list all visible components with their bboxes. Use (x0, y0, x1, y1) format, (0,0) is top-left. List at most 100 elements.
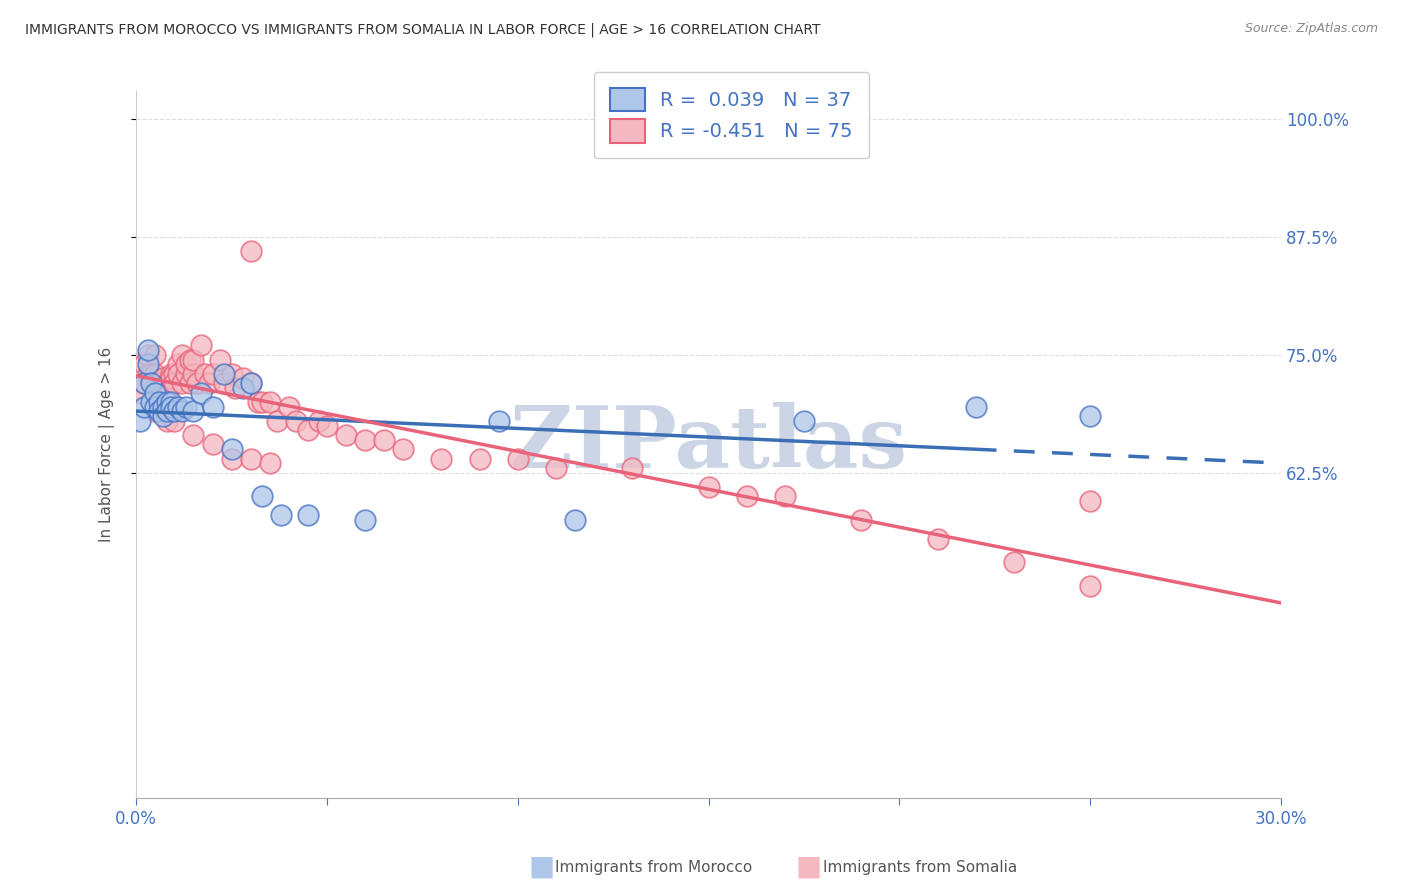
Text: IMMIGRANTS FROM MOROCCO VS IMMIGRANTS FROM SOMALIA IN LABOR FORCE | AGE > 16 COR: IMMIGRANTS FROM MOROCCO VS IMMIGRANTS FR… (25, 22, 821, 37)
Point (159, 371, 181, 385)
Point (179, 352, 201, 367)
Point (1078, 579, 1101, 593)
Point (1002, 555, 1025, 569)
Point (259, 456, 281, 470)
Point (163, 367, 186, 381)
Point (297, 423, 319, 437)
Point (148, 376, 170, 391)
Point (129, 414, 152, 428)
Point (136, 343, 159, 358)
Point (430, 451, 453, 466)
Point (136, 348, 159, 362)
Y-axis label: In Labor Force | Age > 16: In Labor Force | Age > 16 (100, 347, 115, 542)
Point (159, 400, 181, 414)
Point (506, 451, 529, 466)
Point (851, 513, 873, 527)
Point (136, 357, 159, 371)
Point (621, 461, 644, 475)
Point (239, 376, 262, 391)
Point (488, 414, 510, 428)
Point (232, 371, 254, 385)
Point (201, 437, 224, 451)
Point (156, 385, 179, 400)
Point (259, 395, 281, 409)
Point (232, 381, 254, 395)
Point (190, 385, 212, 400)
Text: ■: ■ (529, 853, 554, 881)
Text: ■: ■ (796, 853, 821, 881)
Point (170, 404, 193, 418)
Point (152, 400, 174, 414)
Point (174, 367, 197, 381)
Text: Immigrants from Morocco: Immigrants from Morocco (555, 860, 752, 874)
Point (250, 395, 273, 409)
Point (773, 489, 796, 503)
Point (141, 376, 163, 391)
Point (212, 367, 235, 381)
Point (167, 357, 190, 371)
Text: Immigrants from Somalia: Immigrants from Somalia (823, 860, 1017, 874)
Point (277, 400, 299, 414)
Point (141, 367, 163, 381)
Point (1078, 409, 1101, 424)
Point (927, 532, 949, 546)
Point (308, 414, 330, 428)
Point (143, 400, 166, 414)
Point (167, 367, 190, 381)
Point (373, 433, 395, 447)
Point (239, 451, 262, 466)
Point (194, 367, 217, 381)
Point (697, 480, 720, 494)
Point (239, 376, 262, 391)
Point (170, 376, 193, 391)
Point (468, 451, 491, 466)
Point (224, 381, 246, 395)
Point (129, 385, 152, 400)
Point (247, 395, 270, 409)
Point (297, 508, 319, 523)
Point (201, 367, 224, 381)
Point (159, 395, 181, 409)
Point (152, 409, 174, 424)
Point (316, 418, 339, 433)
Point (186, 376, 208, 391)
Point (163, 376, 186, 391)
Point (156, 376, 179, 391)
Point (221, 451, 243, 466)
Point (170, 348, 193, 362)
Point (221, 367, 243, 381)
Point (793, 414, 815, 428)
Point (174, 400, 197, 414)
Point (221, 442, 243, 457)
Point (143, 367, 166, 381)
Text: ZIPatlas: ZIPatlas (509, 402, 908, 486)
Point (141, 376, 163, 391)
Point (159, 367, 181, 381)
Point (392, 442, 415, 457)
Point (564, 513, 586, 527)
Point (174, 357, 197, 371)
Point (143, 385, 166, 400)
Point (141, 395, 163, 409)
Point (156, 404, 179, 418)
Point (354, 433, 377, 447)
Point (148, 404, 170, 418)
Point (163, 414, 186, 428)
Point (239, 244, 262, 258)
Legend: R =  0.039   N = 37, R = -0.451   N = 75: R = 0.039 N = 37, R = -0.451 N = 75 (595, 72, 869, 159)
Text: Source: ZipAtlas.com: Source: ZipAtlas.com (1244, 22, 1378, 36)
Point (156, 395, 179, 409)
Point (163, 404, 186, 418)
Point (152, 371, 174, 385)
Point (179, 376, 201, 391)
Point (965, 400, 987, 414)
Point (132, 357, 155, 371)
Point (735, 489, 758, 503)
Point (270, 508, 292, 523)
Point (167, 400, 190, 414)
Point (212, 376, 235, 391)
Point (266, 414, 288, 428)
Point (136, 367, 159, 381)
Point (285, 414, 308, 428)
Point (197, 376, 219, 391)
